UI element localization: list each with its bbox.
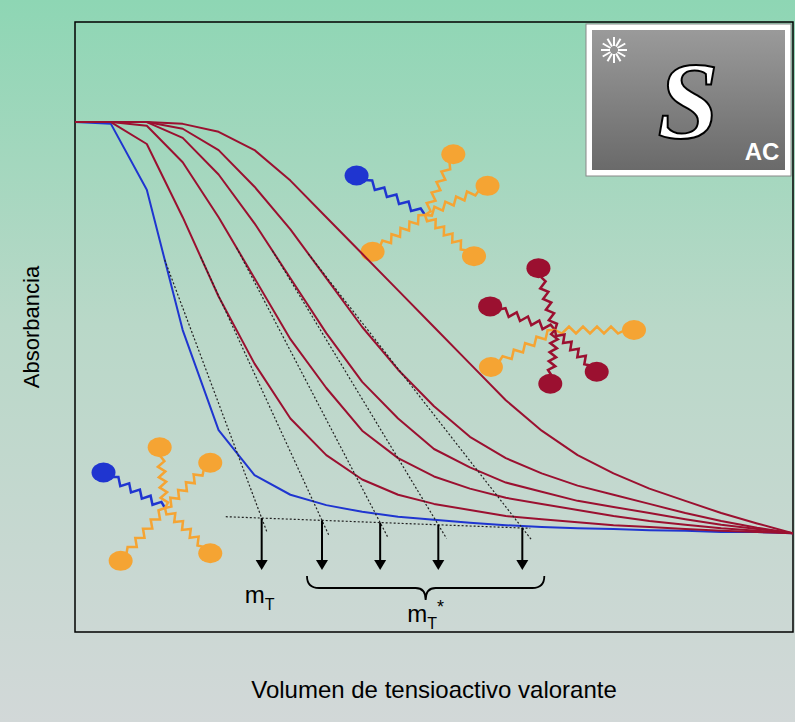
logo-star (601, 49, 610, 51)
tangent-line (201, 257, 329, 535)
logo: S AC (586, 24, 791, 176)
arrow-head (256, 560, 268, 570)
logo-sub: AC (745, 138, 780, 165)
tail (548, 330, 558, 375)
logo-star (616, 53, 621, 61)
tail (540, 277, 557, 330)
logo-star (603, 44, 611, 49)
head (538, 374, 562, 394)
tail (555, 330, 590, 365)
tail (555, 327, 625, 334)
micelle-icon (478, 258, 646, 394)
tail (126, 508, 165, 554)
tangent-line (272, 251, 446, 539)
x-axis-title: Volumen de tensioactivo valorante (251, 676, 617, 703)
tail (499, 330, 555, 363)
tangent-line (308, 254, 532, 541)
head (622, 320, 646, 340)
logo-star (616, 39, 621, 47)
head (345, 166, 369, 186)
head (109, 551, 133, 571)
head (479, 357, 503, 377)
endpoint-arrow (321, 520, 323, 562)
brace (307, 576, 544, 600)
arrow-head (374, 560, 386, 570)
logo-star (603, 52, 611, 57)
logo-star (608, 53, 613, 61)
titration-curve (75, 122, 793, 533)
head (198, 453, 222, 473)
head (361, 242, 385, 262)
logo-star (617, 44, 625, 49)
logo-star (617, 52, 625, 57)
logo-main: S (657, 40, 718, 162)
arrow-head (316, 560, 328, 570)
head (198, 543, 222, 563)
micelle-icon (345, 144, 500, 266)
logo-star (618, 49, 627, 51)
arrow-head (516, 560, 528, 570)
titration-curve (75, 122, 793, 533)
head (462, 246, 486, 266)
endpoint-label: mT (245, 581, 275, 613)
endpoint-arrow (437, 525, 439, 562)
endpoint-arrow (261, 518, 263, 562)
tail (165, 469, 204, 508)
head (526, 258, 550, 278)
tail (380, 215, 425, 247)
titration-curve (75, 122, 793, 533)
titration-curve (75, 122, 793, 533)
titration-curve (75, 122, 793, 533)
logo-star (613, 54, 615, 63)
head (476, 176, 500, 196)
head (478, 296, 502, 316)
head (148, 437, 172, 457)
tail (364, 180, 425, 215)
arrow-head (432, 560, 444, 570)
plot-area (75, 122, 793, 541)
page: {"chart_data": {"type": "line", "x_label… (0, 0, 795, 722)
logo-star (613, 37, 615, 46)
endpoint-arrow (521, 528, 523, 562)
tail (165, 508, 204, 547)
head (585, 362, 609, 382)
micelle-icon (92, 437, 223, 571)
tangent-line (237, 248, 388, 537)
endpoint-arrow (379, 523, 381, 562)
tangent-line (165, 260, 268, 533)
head (92, 463, 116, 483)
y-axis-title: Absorbancia (19, 265, 44, 388)
logo-frame (586, 24, 791, 176)
logo-box (592, 30, 785, 170)
plot-frame (75, 22, 793, 632)
tail (425, 190, 479, 216)
tail (111, 477, 165, 508)
chart: mT mT* Absorbancia Volumen de tensioactivo … (0, 0, 795, 722)
head (441, 144, 465, 164)
tail (158, 456, 168, 508)
tail (499, 308, 555, 330)
endpoint-label: mT* (407, 597, 444, 632)
titration-curve (75, 122, 793, 533)
tail (425, 215, 467, 250)
endpoint-arrows (256, 518, 529, 570)
logo-star (608, 39, 613, 47)
